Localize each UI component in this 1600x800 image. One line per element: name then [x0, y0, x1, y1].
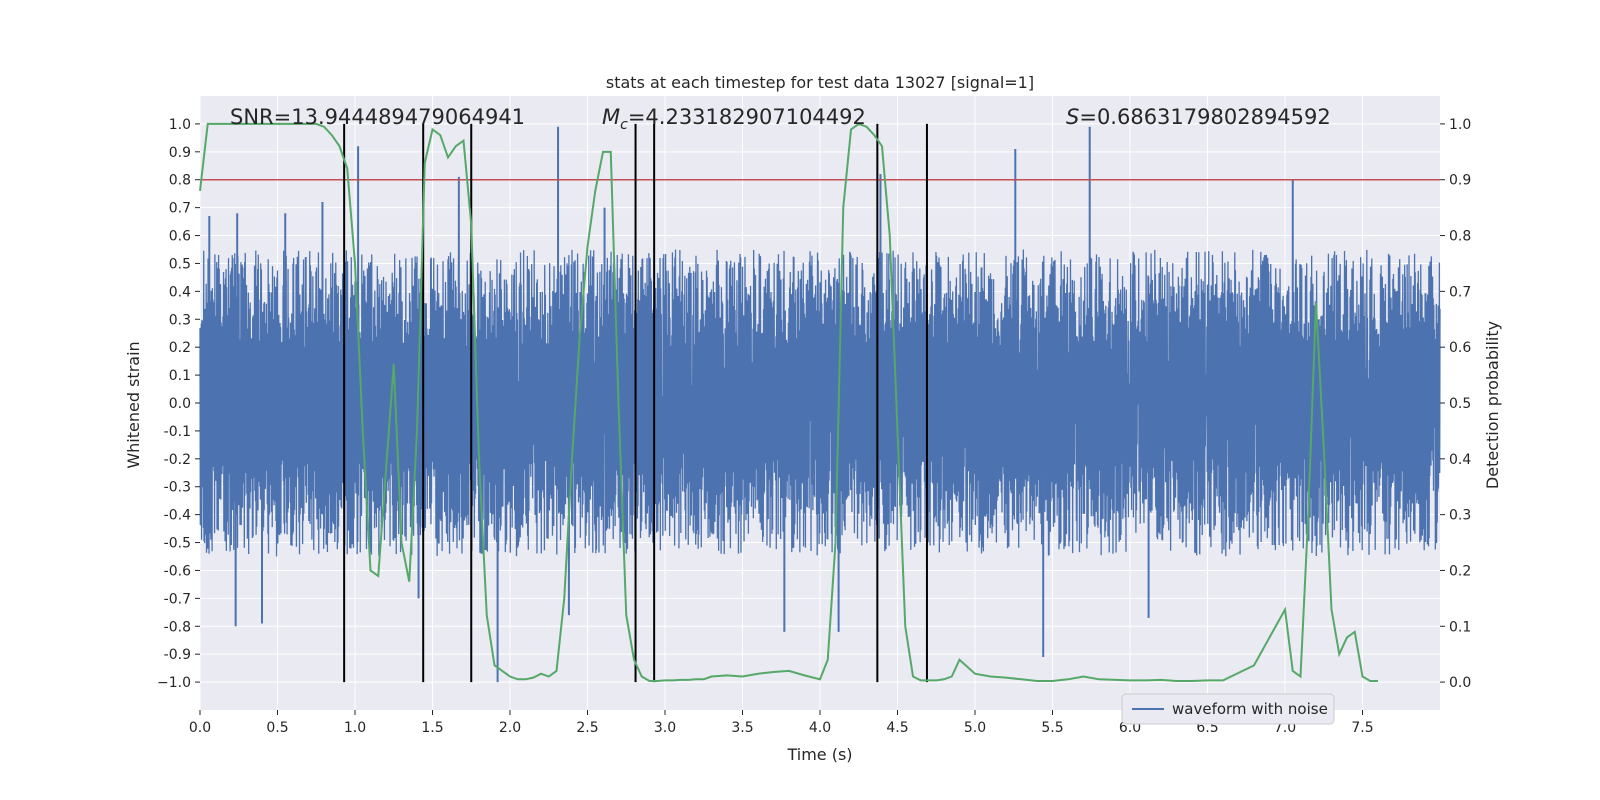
probability-series: [199, 122, 1378, 682]
x-tick-label: 7.5: [1351, 720, 1373, 736]
y2-tick-label: 0.0: [1449, 675, 1471, 691]
legend-box: [1121, 693, 1335, 725]
snr-annotation: SNR=13.944489479064941: [230, 105, 525, 129]
x-axis-title: Time (s): [786, 745, 852, 764]
y2-tick-label: 0.6: [1449, 340, 1471, 356]
y-tick-label: 0.9: [169, 145, 191, 161]
x-tick-label: 4.0: [809, 720, 831, 736]
x-tick-label: 5.0: [964, 720, 986, 736]
axes: 0.0 0.5 1.0 1.5 2.0 2.5 3.0 3.5 4.0 4.5 5.0 5.5 6.0 6…: [157, 117, 1471, 736]
x-tick-label: 1.0: [344, 720, 366, 736]
y-tick-label: -0.3: [164, 480, 191, 496]
y-tick-label: -0.2: [164, 452, 191, 468]
y-tick-label: -0.6: [164, 563, 191, 579]
y-tick-label: 0.8: [169, 173, 191, 189]
chirp-mass-subscript: c: [620, 117, 628, 133]
x-tick-label: 2.0: [499, 720, 521, 736]
legend: waveform with noise: [1121, 693, 1335, 725]
x-tick-label: 1.5: [421, 720, 443, 736]
y-tick-label: 0.6: [169, 229, 191, 245]
x-tick-label: 3.0: [654, 720, 676, 736]
y-tick-label: -0.9: [164, 647, 191, 663]
x-tick-label: 3.5: [731, 720, 753, 736]
chirp-mass-value: =4.233182907104492: [628, 105, 866, 129]
y-tick-label: -0.7: [164, 591, 191, 607]
y2-tick-label: 0.9: [1449, 173, 1471, 189]
y-tick-label: 0.3: [169, 312, 191, 328]
y-tick-label: 0.1: [169, 368, 191, 384]
y2-tick-label: 0.4: [1449, 452, 1471, 468]
y-tick-label: 0.4: [169, 284, 191, 300]
x-tick-label: 5.5: [1041, 720, 1063, 736]
y-tick-label: 0.5: [169, 256, 191, 272]
x-tick-label: 2.5: [576, 720, 598, 736]
y-tick-label: -0.8: [164, 619, 191, 635]
y2-tick-label: 1.0: [1449, 117, 1471, 133]
y2-tick-label: 0.7: [1449, 284, 1471, 300]
y2-tick-label: 0.5: [1449, 396, 1471, 412]
chirp-mass-symbol: M: [602, 105, 620, 129]
chirp-mass-annotation: Mc=4.233182907104492: [602, 105, 866, 133]
probability-line: [199, 122, 1378, 682]
y2-axis-title: Detection probability: [1483, 321, 1502, 489]
x-tick-label: 0.5: [266, 720, 288, 736]
s-symbol: S: [1066, 105, 1079, 129]
y2-tick-label: 0.3: [1449, 508, 1471, 524]
s-annotation: S=0.6863179802894592: [1066, 105, 1331, 129]
y-tick-label: −1.0: [157, 675, 191, 691]
s-value: =0.6863179802894592: [1079, 105, 1330, 129]
y2-tick-label: 0.8: [1449, 229, 1471, 245]
y-tick-label: -0.4: [164, 508, 191, 524]
y-tick-label: -0.1: [164, 424, 191, 440]
y-axis-title: Whitened strain: [124, 341, 143, 468]
chart-title: stats at each timestep for test data 130…: [606, 73, 1034, 92]
waveform-series: [199, 126, 1441, 683]
legend-waveform-label: waveform with noise: [1172, 700, 1328, 718]
y-tick-label: -0.5: [164, 536, 191, 552]
waveform-line: [199, 249, 1441, 557]
y-tick-label: 0.7: [169, 201, 191, 217]
x-tick-label: 0.0: [189, 720, 211, 736]
y-tick-label: 0.2: [169, 340, 191, 356]
x-tick-label: 4.5: [886, 720, 908, 736]
y-tick-label: 1.0: [169, 117, 191, 133]
y2-tick-label: 0.2: [1449, 563, 1471, 579]
y2-tick-label: 0.1: [1449, 619, 1471, 635]
y-tick-label: 0.0: [169, 396, 191, 412]
